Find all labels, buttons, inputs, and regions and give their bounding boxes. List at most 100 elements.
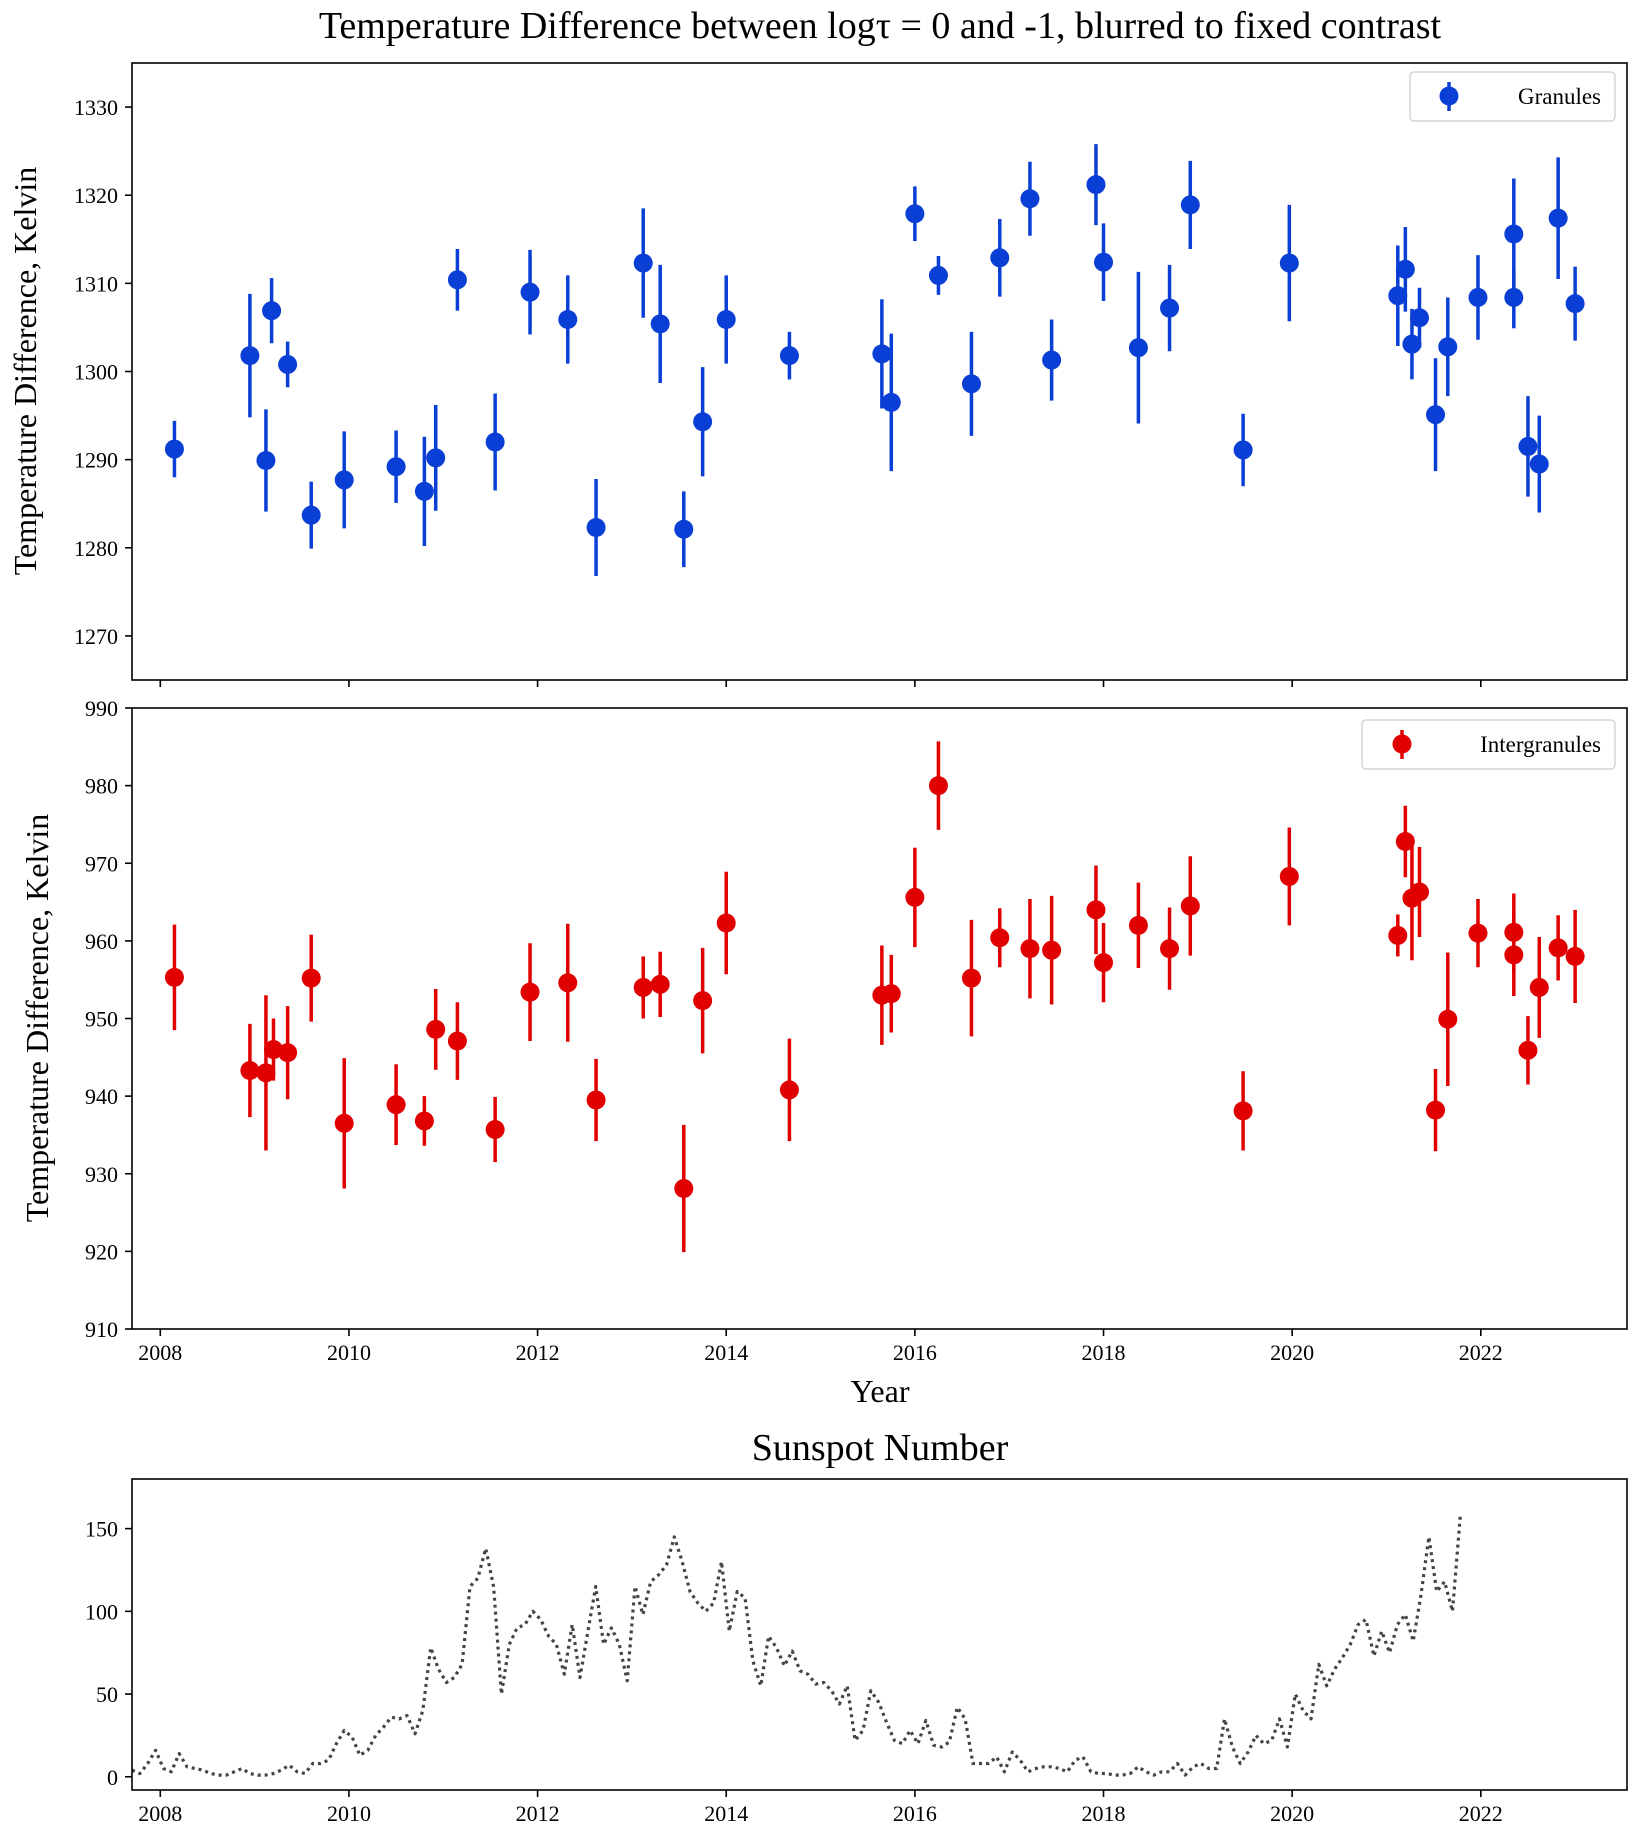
intergranules-data-point [1279,827,1299,926]
granules-marker [1042,350,1062,370]
intergranules-marker [485,1120,505,1140]
granules-data-point [386,430,406,503]
granules-marker [1395,259,1415,279]
intergranules-marker [1094,953,1114,973]
sunspot-y-tick-label: 150 [85,1517,118,1542]
granules-marker [1504,287,1524,307]
granules-data-point [1020,161,1040,236]
granules-y-tick-label: 1320 [74,183,118,208]
intergranules-data-point [1020,898,1040,999]
intergranules-marker [1128,915,1148,935]
intergranules-marker [961,968,981,988]
granules-marker [633,253,653,273]
intergranules-data-point [1042,895,1062,1005]
granules-y-tick-label: 1300 [74,360,118,385]
granules-marker [426,448,446,468]
granules-marker [779,346,799,366]
granules-marker [1468,287,1488,307]
intergranules-marker [1565,946,1585,966]
granules-plot-frame [131,62,1628,681]
granules-marker [928,265,948,285]
intergranules-y-tick-label: 920 [85,1239,118,1264]
intergranules-marker [414,1111,434,1131]
granules-marker [1020,189,1040,209]
intergranules-marker [301,968,321,988]
sunspot-x-tick-label: 2022 [1459,1801,1503,1826]
intergranules-data-point [301,934,321,1022]
granules-data-point [278,341,298,388]
intergranules-data-point [1438,952,1458,1087]
intergranules-marker [164,967,184,987]
granules-data-point [447,248,467,311]
intergranules-data-point [386,1064,406,1146]
granules-marker [1180,195,1200,215]
intergranules-y-axis-label: Temperature Difference, Kelvin [19,814,55,1223]
intergranules-marker [426,1019,446,1039]
intergranules-marker [263,1040,283,1060]
intergranules-marker [334,1113,354,1133]
granules-marker [386,457,406,477]
granules-marker [485,432,505,452]
granules-y-tick-label: 1310 [74,271,118,296]
granules-marker [1160,298,1180,318]
intergranules-marker [990,928,1010,948]
intergranules-data-point [1529,936,1549,1038]
sunspot-x-tick-label: 2014 [704,1801,748,1826]
intergranules-marker [905,887,925,907]
intergranules-data-point [779,1038,799,1142]
granules-data-point [1233,413,1253,487]
intergranules-marker [1233,1101,1253,1121]
granules-data-point [1529,415,1549,513]
intergranules-data-point [990,908,1010,968]
intergranules-x-tick-label: 2022 [1459,1340,1503,1365]
granules-data-point [1409,287,1429,348]
intergranules-data-point [693,947,713,1054]
intergranules-data-point [1504,913,1524,996]
granules-data-point [164,420,184,478]
granules-marker [1518,436,1538,456]
intergranules-data-point [1518,1016,1538,1085]
granules-data-point [1128,271,1148,424]
granules-marker [1504,224,1524,244]
granules-data-point [990,219,1010,297]
intergranules-data-point [164,924,184,1031]
intergranules-data-point [558,923,578,1042]
granules-y-tick-label: 1330 [74,95,118,120]
intergranules-y-tick-label: 970 [85,851,118,876]
granules-legend-marker [1439,86,1459,106]
intergranules-marker [693,991,713,1011]
intergranules-marker [633,977,653,997]
granules-marker [1128,338,1148,358]
granules-data-point [586,479,606,576]
sunspot-panel: Sunspot Number 0 50 100 150 2008 2010 2012 2014… [85,1427,1628,1826]
intergranules-data-point [586,1058,606,1142]
intergranules-x-tick-label: 2010 [327,1340,371,1365]
granules-marker [716,309,736,329]
granules-data-point [633,208,653,318]
granules-marker [961,374,981,394]
sunspot-plot-frame [131,1478,1628,1791]
granules-data-point [1518,396,1538,497]
intergranules-marker [1438,1009,1458,1029]
sunspot-x-tick-label: 2008 [138,1801,182,1826]
intergranules-marker [1518,1040,1538,1060]
granules-panel: 1270 1280 1290 1300 1310 1320 1330 Temperature… [7,62,1628,687]
granules-marker [1086,175,1106,195]
intergranules-data-point [1468,898,1488,968]
intergranules-marker [1180,896,1200,916]
intergranules-data-point [256,995,276,1151]
intergranules-legend-marker [1392,734,1412,754]
granules-data-point [928,256,948,295]
granules-marker [262,301,282,321]
intergranules-data-point [1180,856,1200,956]
intergranules-data-point [1388,914,1408,957]
granules-data-point [426,404,446,511]
granules-marker [1279,253,1299,273]
intergranules-marker [278,1043,298,1063]
intergranules-legend-box [1361,719,1616,770]
granules-legend: Granules [1409,71,1616,122]
granules-data-point [1426,358,1446,472]
intergranules-marker [1426,1100,1446,1120]
granules-marker [1548,208,1568,228]
intergranules-data-point [650,951,670,1017]
